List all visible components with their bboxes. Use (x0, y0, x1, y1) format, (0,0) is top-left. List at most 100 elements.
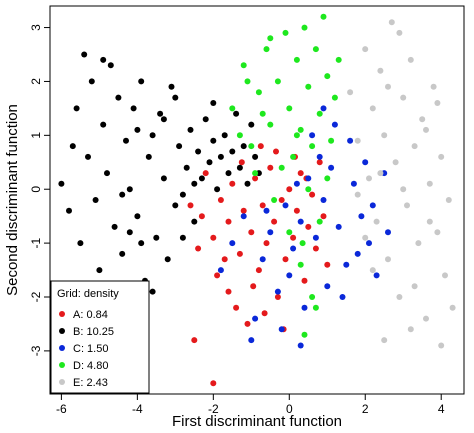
point (347, 137, 354, 144)
point (404, 202, 410, 209)
point (229, 180, 236, 187)
point (369, 202, 376, 209)
point (411, 143, 418, 150)
point (335, 56, 342, 63)
legend-box (50, 280, 150, 394)
point (229, 148, 236, 155)
point (164, 256, 171, 263)
point (257, 143, 264, 150)
point (240, 143, 247, 150)
point (366, 240, 372, 247)
point (126, 186, 133, 193)
point (263, 46, 270, 53)
point (92, 197, 99, 203)
point (191, 180, 198, 187)
point (138, 240, 145, 247)
point (312, 245, 319, 252)
point (369, 105, 376, 112)
point (191, 337, 198, 344)
point (434, 229, 441, 236)
point (210, 234, 217, 241)
point (286, 105, 293, 112)
point (229, 105, 236, 112)
point (396, 29, 403, 36)
point (282, 202, 289, 209)
point (301, 24, 308, 31)
point (172, 202, 179, 209)
point (244, 320, 251, 327)
point (312, 46, 319, 53)
point (290, 245, 297, 252)
point (153, 234, 160, 241)
point (373, 218, 380, 225)
point (259, 110, 266, 117)
point (259, 256, 266, 263)
point (274, 78, 281, 85)
point (214, 272, 221, 279)
point (187, 202, 194, 209)
point (301, 331, 308, 338)
point (252, 153, 259, 160)
point (407, 326, 414, 333)
point (320, 105, 327, 112)
point (362, 46, 369, 53)
point (172, 94, 179, 101)
legend-marker (59, 379, 65, 385)
point (324, 283, 331, 290)
point (100, 121, 107, 128)
point (271, 197, 278, 203)
plot-frame (49, 5, 465, 395)
point (240, 213, 247, 220)
point (202, 170, 209, 177)
point (381, 337, 388, 344)
point (324, 73, 331, 80)
legend-entry: C: 1.50 (73, 343, 108, 355)
point (191, 218, 198, 225)
point (248, 229, 255, 236)
point (217, 197, 224, 203)
point (134, 213, 141, 220)
x-tick-label: -2 (208, 402, 219, 416)
legend-marker (59, 311, 65, 317)
point (77, 240, 84, 247)
point (362, 234, 369, 241)
point (312, 234, 319, 241)
point (267, 164, 274, 171)
point (297, 170, 304, 177)
series-4 (347, 19, 456, 349)
point (392, 159, 399, 166)
point (297, 126, 304, 133)
point (366, 175, 372, 182)
point (248, 143, 255, 150)
series-2 (217, 105, 391, 349)
legend-entry: A: 0.84 (73, 309, 108, 321)
point (160, 175, 167, 182)
point (252, 175, 259, 182)
point (290, 234, 297, 241)
point (145, 153, 152, 160)
point (362, 159, 369, 166)
point (130, 105, 137, 112)
x-axis-title: First discriminant function (172, 413, 342, 430)
point (138, 78, 145, 85)
point (297, 218, 304, 225)
legend-marker (59, 328, 65, 334)
point (225, 288, 232, 295)
point (419, 116, 426, 123)
point (354, 250, 361, 257)
point (236, 164, 243, 171)
point (198, 213, 205, 220)
point (210, 137, 217, 144)
point (85, 153, 91, 160)
point (134, 126, 141, 133)
point (343, 261, 350, 268)
point (238, 159, 245, 166)
point (278, 164, 285, 171)
y-tick-label: 2 (29, 78, 43, 85)
point (206, 159, 213, 166)
point (202, 116, 209, 123)
point (354, 191, 361, 198)
y-tick-label: -2 (29, 291, 43, 302)
point (426, 218, 433, 225)
axes: -6 -4 -2 0 2 4 -3 -2 -1 0 1 2 3 First discriminant fu… (4, 5, 465, 430)
